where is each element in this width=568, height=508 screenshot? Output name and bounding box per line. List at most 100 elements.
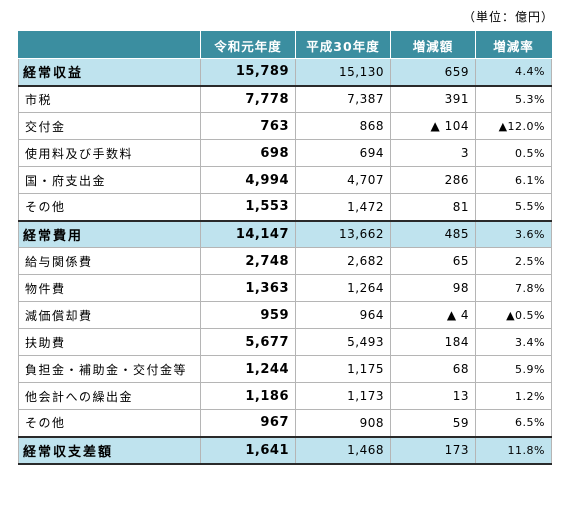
previous-year-value: 1,264 — [295, 274, 391, 302]
change-value: 68 — [390, 355, 476, 383]
row-label: 経常収益 — [18, 58, 201, 87]
row-label: 使用料及び手数料 — [18, 139, 201, 167]
change-rate-value: ▲0.5% — [475, 301, 552, 329]
row-label: その他 — [18, 193, 201, 221]
previous-year-value: 13,662 — [295, 219, 391, 248]
current-year-value: 14,147 — [200, 219, 296, 248]
change-value: 13 — [390, 382, 476, 410]
previous-year-value: 908 — [295, 409, 391, 437]
current-year-value: 959 — [200, 301, 296, 329]
row-label: 負担金・補助金・交付金等 — [18, 355, 201, 383]
current-year-value: 1,244 — [200, 355, 296, 383]
row-label: 扶助費 — [18, 328, 201, 356]
change-rate-value: 5.9% — [475, 355, 552, 383]
previous-year-value: 1,468 — [295, 435, 391, 465]
change-value: 65 — [390, 247, 476, 275]
table-row: 扶助費 5,677 5,493 184 3.4% — [18, 328, 552, 356]
change-value: 184 — [390, 328, 476, 356]
previous-year-value: 5,493 — [295, 328, 391, 356]
previous-year-value: 1,173 — [295, 382, 391, 410]
budget-table: 令和元年度 平成30年度 増減額 増減率 経常収益 15,789 15,130 659… — [18, 31, 552, 465]
table-row: 負担金・補助金・交付金等 1,244 1,175 68 5.9% — [18, 355, 552, 383]
current-year-value: 15,789 — [200, 58, 296, 87]
current-year-value: 5,677 — [200, 328, 296, 356]
change-value: 173 — [390, 435, 476, 465]
change-value: 3 — [390, 139, 476, 167]
row-label: 減価償却費 — [18, 301, 201, 329]
change-rate-value: 4.4% — [475, 58, 552, 87]
header-item — [18, 31, 201, 59]
change-rate-value: 5.5% — [475, 193, 552, 221]
row-label: 市税 — [18, 85, 201, 113]
current-year-value: 967 — [200, 409, 296, 437]
change-value: ▲ 104 — [390, 112, 476, 140]
previous-year-value: 868 — [295, 112, 391, 140]
previous-year-value: 7,387 — [295, 85, 391, 113]
current-year-value: 7,778 — [200, 85, 296, 113]
header-change: 増減額 — [390, 31, 476, 59]
table-row: 他会計への繰出金 1,186 1,173 13 1.2% — [18, 382, 552, 410]
header-current-year: 令和元年度 — [200, 31, 296, 59]
change-rate-value: ▲12.0% — [475, 112, 552, 140]
current-year-value: 2,748 — [200, 247, 296, 275]
current-year-value: 698 — [200, 139, 296, 167]
table-row: 市税 7,778 7,387 391 5.3% — [18, 85, 552, 113]
previous-year-value: 2,682 — [295, 247, 391, 275]
current-year-value: 4,994 — [200, 166, 296, 194]
table-row: 減価償却費 959 964 ▲ 4 ▲0.5% — [18, 301, 552, 329]
change-value: 81 — [390, 193, 476, 221]
row-label: 給与関係費 — [18, 247, 201, 275]
previous-year-value: 964 — [295, 301, 391, 329]
change-rate-value: 2.5% — [475, 247, 552, 275]
current-year-value: 763 — [200, 112, 296, 140]
row-label: 経常収支差額 — [18, 435, 201, 465]
previous-year-value: 1,472 — [295, 193, 391, 221]
change-rate-value: 7.8% — [475, 274, 552, 302]
change-value: 59 — [390, 409, 476, 437]
previous-year-value: 1,175 — [295, 355, 391, 383]
change-rate-value: 6.1% — [475, 166, 552, 194]
change-value: 485 — [390, 219, 476, 248]
table-row: その他 1,553 1,472 81 5.5% — [18, 193, 552, 221]
table-row: その他 967 908 59 6.5% — [18, 409, 552, 437]
change-value: ▲ 4 — [390, 301, 476, 329]
header-rate: 増減率 — [475, 31, 552, 59]
table-body: 経常収益 15,789 15,130 659 4.4% 市税 7,778 7,387 391 5.… — [18, 58, 552, 465]
current-year-value: 1,553 — [200, 193, 296, 221]
header-row: 令和元年度 平成30年度 増減額 増減率 — [18, 31, 552, 59]
table-header: 令和元年度 平成30年度 増減額 増減率 — [18, 31, 552, 59]
table-row: 物件費 1,363 1,264 98 7.8% — [18, 274, 552, 302]
unit-label: （単位：億円） — [462, 10, 554, 24]
section-row: 経常費用 14,147 13,662 485 3.6% — [18, 219, 552, 248]
row-label: 物件費 — [18, 274, 201, 302]
row-label: その他 — [18, 409, 201, 437]
header-previous-year: 平成30年度 — [295, 31, 391, 59]
row-label: 交付金 — [18, 112, 201, 140]
table-row: 使用料及び手数料 698 694 3 0.5% — [18, 139, 552, 167]
row-label: 他会計への繰出金 — [18, 382, 201, 410]
change-value: 286 — [390, 166, 476, 194]
change-value: 659 — [390, 58, 476, 87]
change-rate-value: 0.5% — [475, 139, 552, 167]
change-rate-value: 3.4% — [475, 328, 552, 356]
previous-year-value: 15,130 — [295, 58, 391, 87]
change-rate-value: 1.2% — [475, 382, 552, 410]
table-row: 給与関係費 2,748 2,682 65 2.5% — [18, 247, 552, 275]
previous-year-value: 694 — [295, 139, 391, 167]
change-value: 391 — [390, 85, 476, 113]
change-rate-value: 11.8% — [475, 435, 552, 465]
current-year-value: 1,363 — [200, 274, 296, 302]
change-value: 98 — [390, 274, 476, 302]
table-row: 交付金 763 868 ▲ 104 ▲12.0% — [18, 112, 552, 140]
change-rate-value: 5.3% — [475, 85, 552, 113]
change-rate-value: 6.5% — [475, 409, 552, 437]
current-year-value: 1,641 — [200, 435, 296, 465]
table-row: 国・府支出金 4,994 4,707 286 6.1% — [18, 166, 552, 194]
previous-year-value: 4,707 — [295, 166, 391, 194]
change-rate-value: 3.6% — [475, 219, 552, 248]
section-row: 経常収益 15,789 15,130 659 4.4% — [18, 58, 552, 87]
row-label: 経常費用 — [18, 219, 201, 248]
section-row: 経常収支差額 1,641 1,468 173 11.8% — [18, 435, 552, 465]
row-label: 国・府支出金 — [18, 166, 201, 194]
current-year-value: 1,186 — [200, 382, 296, 410]
